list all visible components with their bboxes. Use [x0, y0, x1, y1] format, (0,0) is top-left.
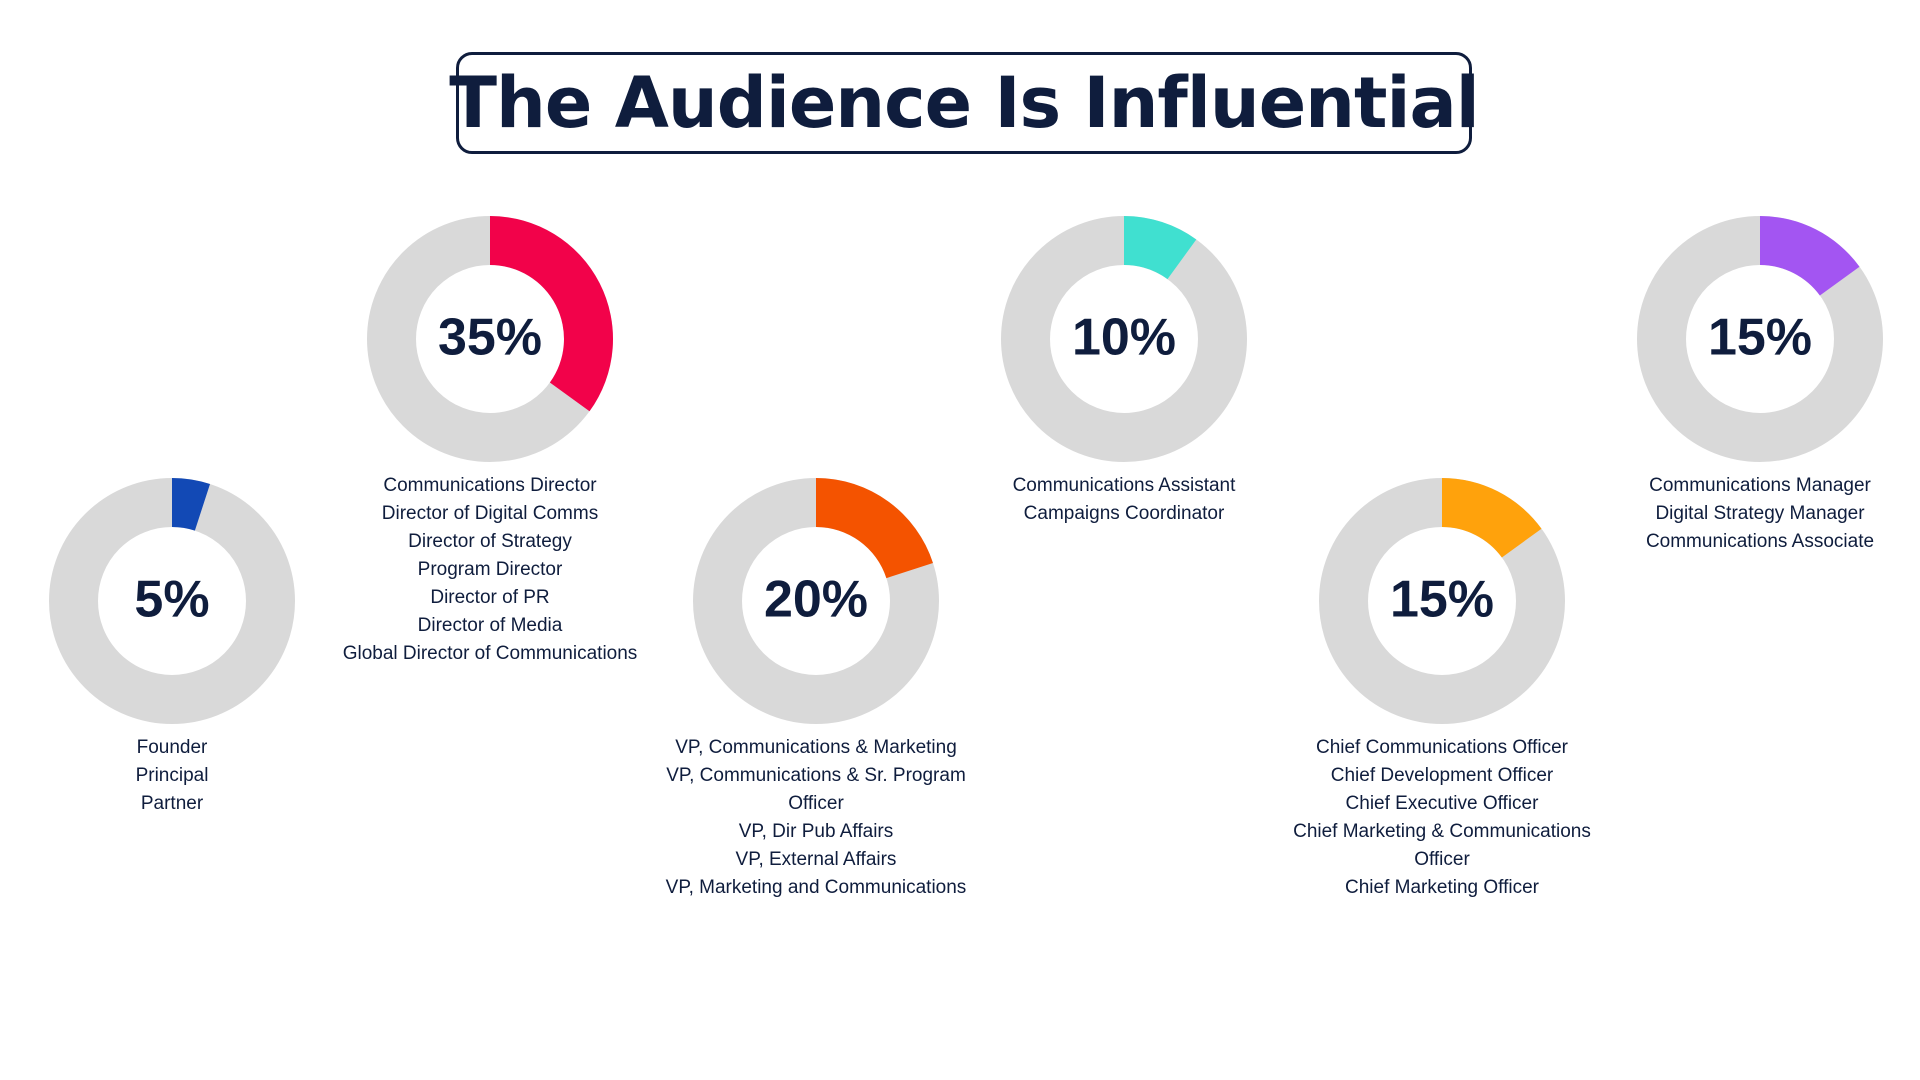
donut-group-vp: 20% VP, Communications & Marketing VP, Com…: [646, 476, 986, 902]
donut-chart: 35%: [367, 216, 613, 462]
donut-chart: 20%: [693, 478, 939, 724]
role-label: VP, Marketing and Communications: [665, 877, 967, 898]
role-label: VP, Communications & Sr. Program Officer: [666, 765, 966, 814]
role-label: Campaigns Coordinator: [1023, 503, 1225, 524]
percentage-label: 10%: [1072, 309, 1176, 367]
donut-group-assistant: 10% Communications Assistant Campaigns Coo…: [954, 214, 1294, 528]
donut-group-chief: 15% Chief Communications Officer Chief Dev…: [1272, 476, 1612, 902]
donut-slice: [816, 478, 933, 579]
page-title: The Audience Is Influential: [449, 62, 1479, 144]
percentage-label: 20%: [764, 571, 868, 629]
role-label: Communications Manager: [1649, 475, 1871, 496]
role-label: Chief Communications Officer: [1315, 737, 1569, 758]
role-list: Founder Principal Partner: [2, 734, 342, 818]
role-label: Chief Marketing & Communications Officer: [1293, 821, 1591, 870]
donut-chart: 15%: [1319, 478, 1565, 724]
role-label: VP, Dir Pub Affairs: [738, 821, 894, 842]
donut-slice: [172, 478, 211, 531]
percentage-label: 15%: [1708, 309, 1812, 367]
role-label: Director of Digital Comms: [381, 503, 599, 524]
donut-group-founder: 5% Founder Principal Partner: [2, 476, 342, 818]
role-list: Communications Director Director of Digit…: [320, 472, 660, 668]
donut-slice: [1760, 216, 1860, 296]
role-label: Chief Marketing Officer: [1345, 877, 1539, 898]
role-label: Partner: [140, 793, 204, 814]
role-list: Communications Assistant Campaigns Coordi…: [954, 472, 1294, 528]
donut-group-manager: 15% Communications Manager Digital Strateg…: [1590, 214, 1920, 556]
role-list: Communications Manager Digital Strategy M…: [1590, 472, 1920, 556]
donut-slice: [1442, 478, 1542, 558]
role-label: Director of Media: [417, 615, 563, 636]
role-label: VP, Communications & Marketing: [675, 737, 957, 758]
title-box: The Audience Is Influential: [449, 52, 1480, 154]
role-label: Director of Strategy: [408, 531, 572, 552]
role-label: Chief Development Officer: [1330, 765, 1554, 786]
percentage-label: 35%: [438, 309, 542, 367]
role-label: Communications Associate: [1645, 531, 1875, 552]
role-label: Founder: [136, 737, 208, 758]
donut-chart: 15%: [1637, 216, 1883, 462]
donut-group-directors: 35% Communications Director Director of Di…: [320, 214, 660, 668]
donut-slice: [1124, 216, 1197, 280]
role-label: Director of PR: [430, 587, 550, 608]
donut-chart: 5%: [49, 478, 295, 724]
donut-chart: 10%: [1001, 216, 1247, 462]
role-label: VP, External Affairs: [735, 849, 897, 870]
percentage-label: 15%: [1390, 571, 1494, 629]
role-label: Communications Director: [383, 475, 597, 496]
role-label: Chief Executive Officer: [1345, 793, 1539, 814]
role-list: VP, Communications & Marketing VP, Commun…: [646, 734, 986, 902]
role-label: Program Director: [417, 559, 563, 580]
role-label: Communications Assistant: [1012, 475, 1236, 496]
role-label: Digital Strategy Manager: [1655, 503, 1865, 524]
role-label: Principal: [135, 765, 209, 786]
percentage-label: 5%: [134, 571, 209, 629]
role-list: Chief Communications Officer Chief Develo…: [1272, 734, 1612, 902]
donut-slice: [490, 216, 613, 412]
role-label: Global Director of Communications: [342, 643, 638, 664]
